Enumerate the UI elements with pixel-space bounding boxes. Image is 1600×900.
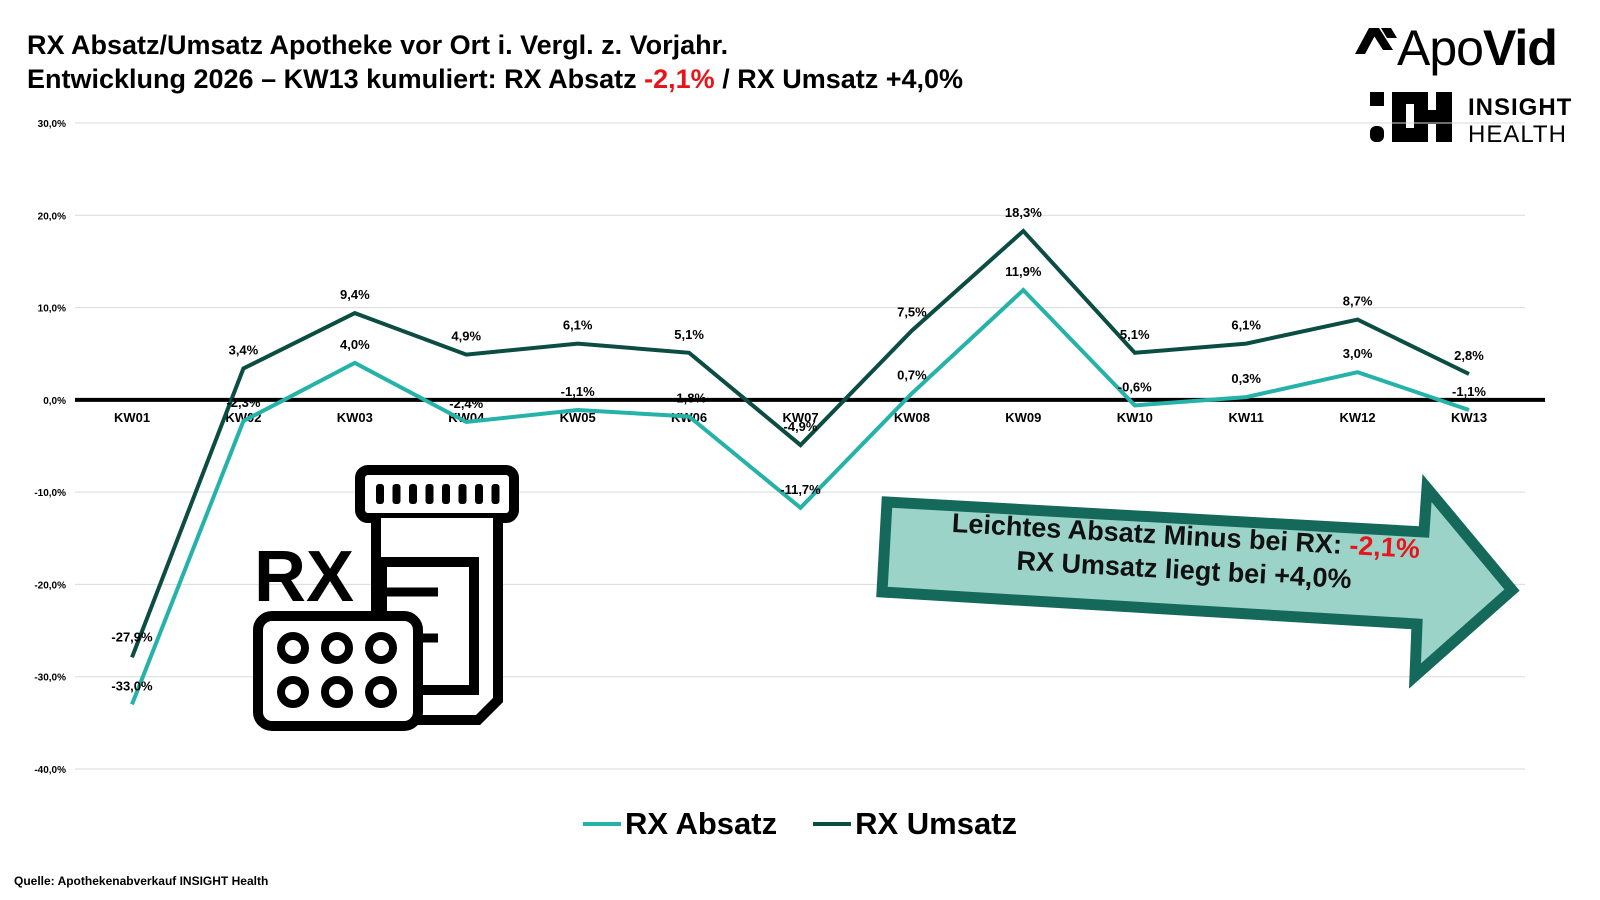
x-tick-label: KW01 — [114, 410, 150, 425]
legend-item-absatz: RX Absatz — [582, 806, 778, 842]
cap-slot — [409, 484, 417, 504]
data-label-absatz: -11,7% — [780, 482, 821, 497]
blister-pill — [321, 632, 353, 664]
data-label-absatz: -1,1% — [561, 384, 595, 399]
data-label-absatz: -0,6% — [1118, 379, 1152, 394]
legend-swatch-absatz — [582, 822, 621, 826]
apovid-wordmark: ApoVid — [1397, 18, 1558, 78]
cap-slot — [458, 484, 467, 504]
x-tick-label: KW08 — [894, 410, 930, 425]
x-tick-label: KW11 — [1228, 410, 1263, 425]
title-line-1: RX Absatz/Umsatz Apotheke vor Ort i. Ver… — [27, 30, 729, 60]
data-label-absatz: 4,0% — [340, 337, 370, 352]
chart-title: RX Absatz/Umsatz Apotheke vor Ort i. Ver… — [27, 28, 963, 96]
x-tick-label: KW12 — [1340, 410, 1376, 425]
y-tick-label: -20,0% — [34, 580, 66, 591]
blister-pill — [321, 676, 353, 708]
blister-pill — [365, 632, 397, 664]
blister-pill — [277, 676, 309, 708]
x-tick-label: KW07 — [782, 410, 818, 425]
data-label-umsatz: 3,4% — [229, 342, 259, 357]
source-note: Quelle: Apothekenabverkauf INSIGHT Healt… — [14, 874, 269, 888]
apovid-logo: ApoVid — [1355, 14, 1558, 84]
series-line-absatz — [130, 287, 1470, 706]
title-line-2-suffix: / RX Umsatz +4,0% — [714, 64, 964, 94]
insight-health-wordmark: INSIGHT HEALTH — [1468, 94, 1572, 148]
blister-pill — [277, 632, 309, 664]
callout-arrow — [876, 473, 1520, 689]
y-tick-label: 10,0% — [38, 304, 66, 315]
cap-slot — [442, 484, 450, 504]
x-tick-label: KW05 — [560, 410, 596, 425]
x-tick-label: KW02 — [225, 410, 261, 425]
data-label-umsatz: -4,9% — [784, 419, 818, 434]
y-tick-label: -40,0% — [34, 765, 66, 776]
data-label-absatz: -1,1% — [1452, 384, 1486, 399]
health-wordmark: HEALTH — [1468, 121, 1567, 148]
data-label-umsatz: 9,4% — [340, 287, 370, 302]
grid-layer: 30,0% 20,0% 10,0% 0,0% -10,0% -20,0% -30,0% -40… — [34, 119, 1545, 776]
data-label-absatz: 0,7% — [897, 367, 927, 382]
legend-label-umsatz: RX Umsatz — [855, 806, 1018, 841]
rx-pill-bottle-icon: RX — [253, 465, 519, 731]
legend-label-absatz: RX Absatz — [624, 806, 778, 841]
legend-swatch-umsatz — [813, 822, 852, 826]
title-absatz-value: -2,1% — [644, 64, 715, 94]
x-tick-label: KW13 — [1451, 410, 1487, 425]
y-tick-label: 20,0% — [38, 211, 66, 222]
apovid-wordmark-bold: Vid — [1482, 20, 1558, 76]
label-layer: -33,0% -2,3% 4,0% -2,4% -1,1% -1,8% -11,7% 0,7%… — [111, 205, 1486, 693]
x-tick-label: KW03 — [337, 410, 373, 425]
data-label-absatz: 11,9% — [1005, 264, 1042, 279]
data-label-umsatz: -27,9% — [111, 629, 153, 644]
chart-legend: RX Absatz RX Umsatz — [0, 806, 1600, 842]
cap-slot — [491, 484, 500, 504]
cap-slot — [392, 484, 401, 504]
legend-item-umsatz: RX Umsatz — [813, 806, 1017, 842]
data-label-umsatz: 6,1% — [1231, 318, 1261, 333]
cap-slot — [425, 484, 434, 504]
insight-health-mark-icon — [1370, 92, 1452, 142]
data-label-absatz: -2,3% — [226, 395, 260, 410]
y-tick-label: -30,0% — [34, 673, 66, 684]
cap-slot — [475, 484, 483, 504]
title-line-2-prefix: Entwicklung 2026 – KW13 kumuliert: RX Ab… — [27, 64, 645, 94]
data-label-absatz: -1,8% — [672, 390, 706, 405]
y-tick-label: 0,0% — [43, 396, 66, 407]
data-label-umsatz: 6,1% — [563, 318, 593, 333]
data-label-umsatz: 7,5% — [897, 305, 927, 320]
x-tick-label: KW10 — [1117, 410, 1153, 425]
data-label-umsatz: 2,8% — [1454, 348, 1484, 363]
insight-health-logo: INSIGHT HEALTH — [1370, 92, 1580, 148]
callout-arrow-shape — [876, 473, 1520, 689]
y-tick-label: 30,0% — [38, 119, 66, 130]
data-label-absatz: 3,0% — [1343, 346, 1373, 361]
data-label-absatz: -33,0% — [111, 678, 153, 693]
series-line-umsatz — [130, 228, 1470, 659]
insight-wordmark-bold: INSIGHT — [1468, 94, 1573, 121]
rx-icon-label: RX — [254, 537, 354, 617]
data-label-umsatz: 8,7% — [1343, 294, 1373, 309]
blister-pill — [365, 676, 397, 708]
apovid-mark-icon — [1355, 28, 1397, 54]
apovid-wordmark-light: Apo — [1397, 20, 1484, 76]
data-label-umsatz: 5,1% — [674, 327, 704, 342]
callout-absatz-value: -2,1% — [1348, 530, 1421, 565]
y-tick-label: -10,0% — [34, 488, 66, 499]
data-label-absatz: 0,3% — [1231, 371, 1261, 386]
data-label-umsatz: 5,1% — [1120, 327, 1150, 342]
series-layer — [130, 228, 1470, 706]
data-label-umsatz: 4,9% — [451, 329, 481, 344]
cap-slot — [376, 484, 384, 504]
x-tick-label: KW09 — [1005, 410, 1041, 425]
data-label-absatz: -2,4% — [449, 396, 483, 411]
data-label-umsatz: 18,3% — [1005, 205, 1042, 220]
